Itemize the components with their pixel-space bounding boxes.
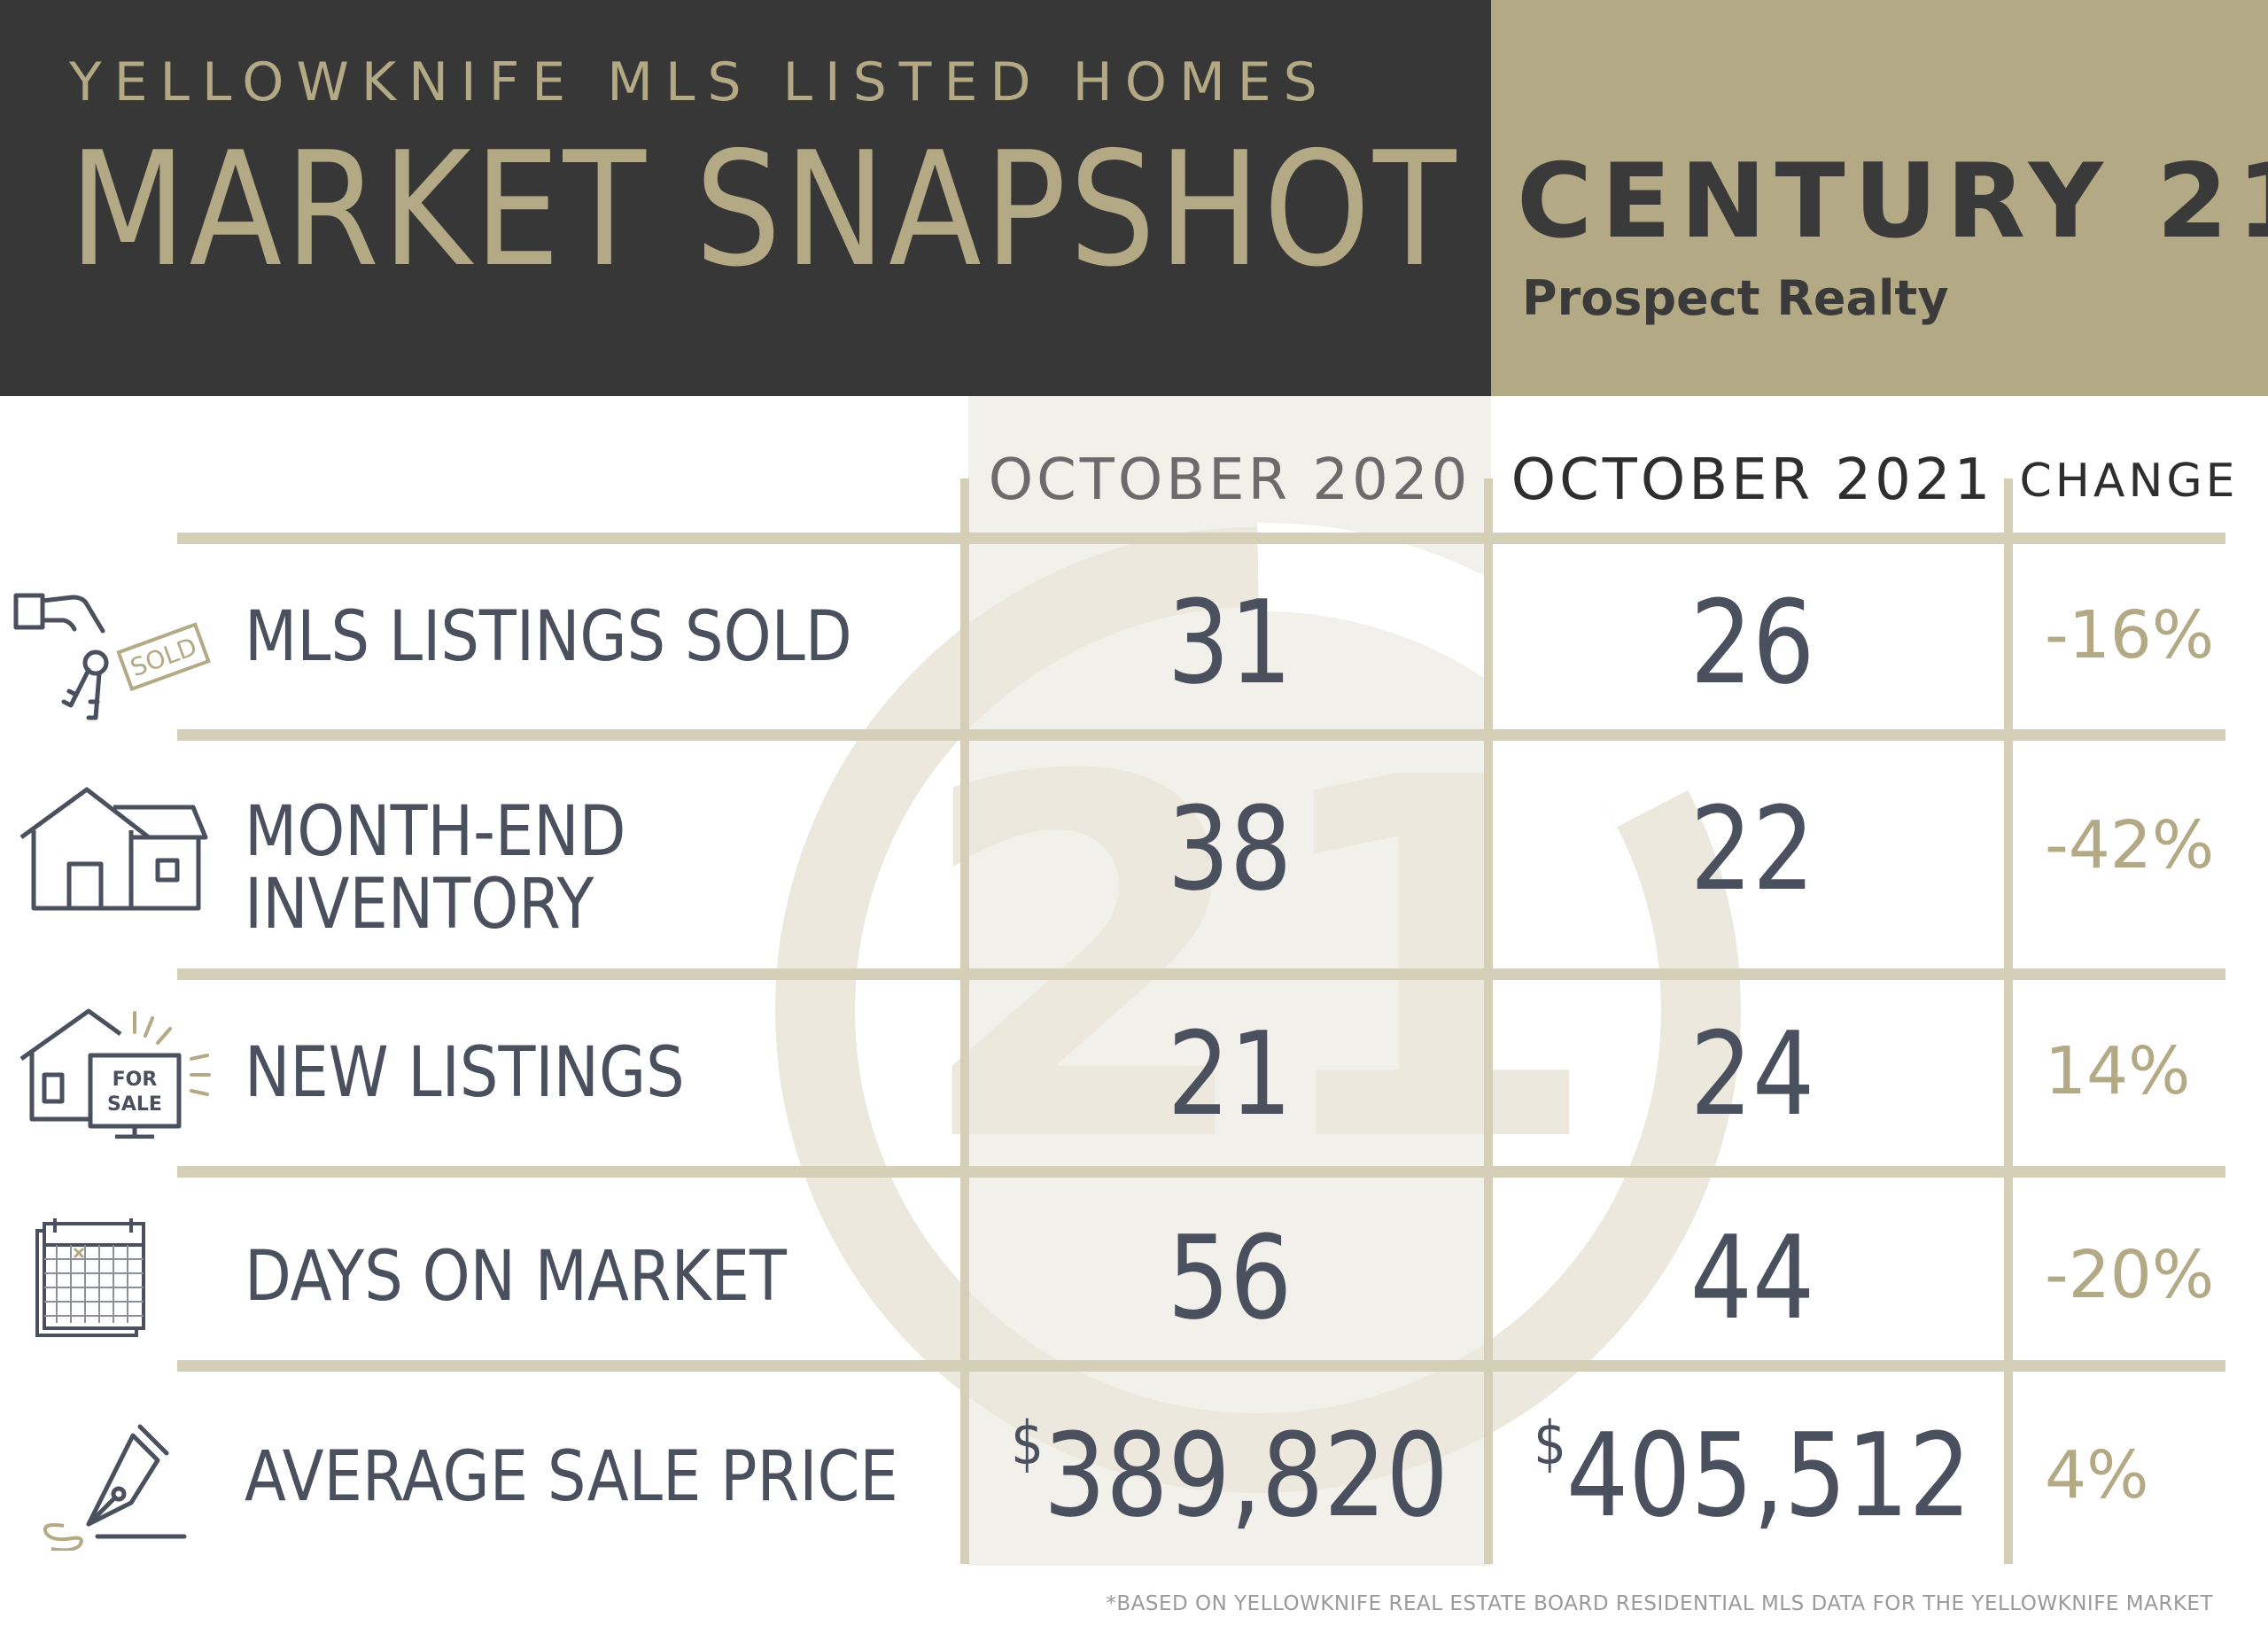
row-label-average-sale-price: AVERAGE SALE PRICE (245, 1437, 898, 1517)
value-average-price-2021: $405,512 (1530, 1414, 1975, 1534)
row-divider (177, 533, 2225, 544)
column-divider-left (960, 478, 969, 1564)
average-price-2021-amount: 405,512 (1565, 1408, 1971, 1543)
column-header-change: CHANGE (2019, 455, 2239, 508)
change-inventory: -42% (2045, 807, 2215, 883)
header-dark-panel (0, 0, 1491, 396)
hand-keys-sold-tag-icon: SOLD (13, 593, 211, 720)
brand-office-name: Prospect Realty (1522, 270, 1949, 326)
for-sale-sign-text-1: FOR (113, 1069, 158, 1091)
change-average-price: 4% (2045, 1437, 2149, 1513)
row-divider (177, 968, 2225, 980)
change-days-on-market: -20% (2045, 1237, 2215, 1313)
value-new-listings-2020: 21 (1167, 1007, 1293, 1141)
row-label-inventory: INVENTORY (245, 865, 594, 945)
currency-symbol: $ (1011, 1409, 1044, 1479)
value-average-price-2020: $389,820 (1007, 1414, 1452, 1534)
header-subtitle: YELLOWKNIFE MLS LISTED HOMES (69, 51, 1330, 113)
fountain-pen-dollar-icon (43, 1424, 187, 1551)
row-label-month-end: MONTH-END (245, 792, 626, 872)
for-sale-sign-text-2: SALE (107, 1093, 162, 1116)
page-title: MARKET SNAPSHOT (69, 118, 1460, 301)
column-header-october-2020: OCTOBER 2020 (988, 447, 1472, 513)
house-icon (19, 787, 208, 911)
footnote: *BASED ON YELLOWKNIFE REAL ESTATE BOARD … (1106, 1592, 2213, 1615)
column-header-october-2021: OCTOBER 2021 (1511, 447, 1994, 513)
brand-name: CENTURY 21 (1517, 142, 2268, 261)
brand-logo-text: CENTURY 21® (1517, 151, 2268, 253)
row-label-mls-listings-sold: MLS LISTINGS SOLD (245, 597, 852, 677)
column-divider-middle (1484, 478, 1493, 1564)
column-divider-right (2004, 478, 2013, 1564)
row-divider (177, 1360, 2225, 1372)
value-inventory-2021: 22 (1689, 782, 1815, 916)
value-days-on-market-2021: 44 (1689, 1210, 1815, 1345)
house-for-sale-sign-icon: FOR SALE (19, 1008, 211, 1139)
header-brand-panel (1491, 0, 2268, 396)
row-divider (177, 1166, 2225, 1178)
value-sold-2021: 26 (1689, 575, 1815, 710)
calendar-icon (35, 1218, 145, 1337)
row-label-new-listings: NEW LISTINGS (245, 1033, 685, 1113)
sold-tag-text: SOLD (127, 632, 201, 682)
average-price-2020-amount: 389,820 (1043, 1408, 1449, 1543)
change-sold: -16% (2045, 597, 2215, 673)
change-new-listings: 14% (2045, 1033, 2191, 1109)
value-inventory-2020: 38 (1167, 782, 1293, 916)
row-divider (177, 729, 2225, 741)
value-sold-2020: 31 (1167, 575, 1293, 710)
value-new-listings-2021: 24 (1689, 1007, 1815, 1141)
value-days-on-market-2020: 56 (1167, 1210, 1293, 1345)
row-label-days-on-market: DAYS ON MARKET (245, 1237, 787, 1317)
currency-symbol: $ (1534, 1409, 1566, 1479)
